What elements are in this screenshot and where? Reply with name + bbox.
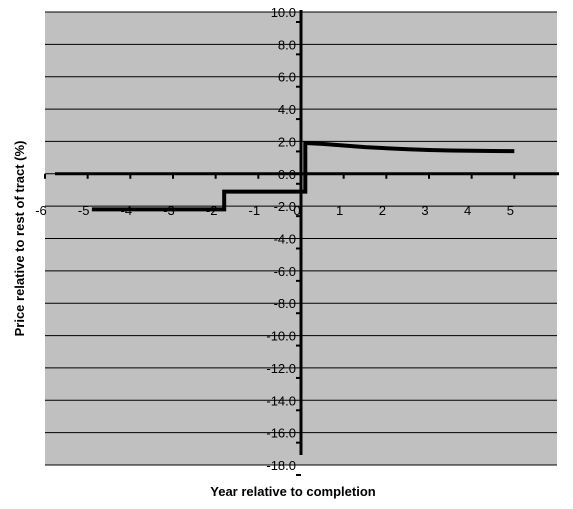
- x-tick-label: 3: [421, 203, 428, 218]
- x-tick-label: 2: [379, 203, 386, 218]
- y-tick-label: -2.0: [274, 199, 296, 214]
- x-axis-title: Year relative to completion: [210, 484, 376, 499]
- series-layer: [91, 140, 515, 212]
- y-tick-label: -16.0: [266, 426, 296, 441]
- labels-layer: -6 -5 -4 -3 -2 -1 0 1 2 3 4 5 10.0 8.0 6.0 4.0 2.0 0.0 -2.…: [35, 5, 514, 473]
- y-tick-label: 4.0: [278, 102, 296, 117]
- y-tick-label: -18.0: [266, 458, 296, 473]
- y-tick-label: -12.0: [266, 361, 296, 376]
- x-tick-label: -4: [121, 203, 133, 218]
- x-tick-label: 1: [336, 203, 343, 218]
- x-tick-label: 5: [507, 203, 514, 218]
- axes-layer: [44, 10, 559, 476]
- x-tick-label: -5: [78, 203, 90, 218]
- y-tick-label: -8.0: [274, 296, 296, 311]
- x-tick-label: -3: [163, 203, 175, 218]
- y-tick-label: 10.0: [271, 5, 296, 20]
- x-tick-label: -6: [35, 203, 47, 218]
- y-tick-label: -4.0: [274, 232, 296, 247]
- y-tick-label: 6.0: [278, 70, 296, 85]
- y-tick-label: -10.0: [266, 329, 296, 344]
- x-tick-label: -1: [249, 203, 261, 218]
- y-tick-label: 2.0: [278, 134, 296, 149]
- y-axis-title: Price relative to rest of tract (%): [12, 141, 27, 337]
- y-tick-label: 0.0: [278, 167, 296, 182]
- series-line: [91, 140, 515, 212]
- x-tick-label: 4: [464, 203, 471, 218]
- x-tick-label: 0: [293, 203, 300, 218]
- x-tick-label: -2: [206, 203, 218, 218]
- y-tick-label: -14.0: [266, 393, 296, 408]
- y-tick-label: -6.0: [274, 264, 296, 279]
- y-tick-label: 8.0: [278, 37, 296, 52]
